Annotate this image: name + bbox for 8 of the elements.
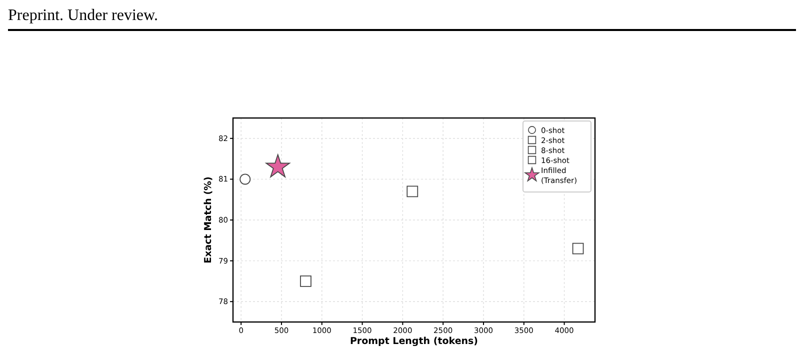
point <box>240 174 251 185</box>
x-axis-title: Prompt Length (tokens) <box>350 336 478 347</box>
point <box>406 186 418 198</box>
text: Preprint. Under review. <box>8 7 158 24</box>
point <box>266 154 290 178</box>
y-axis-title: Exact Match (%) <box>203 176 214 264</box>
point <box>300 276 312 287</box>
point <box>572 242 584 254</box>
